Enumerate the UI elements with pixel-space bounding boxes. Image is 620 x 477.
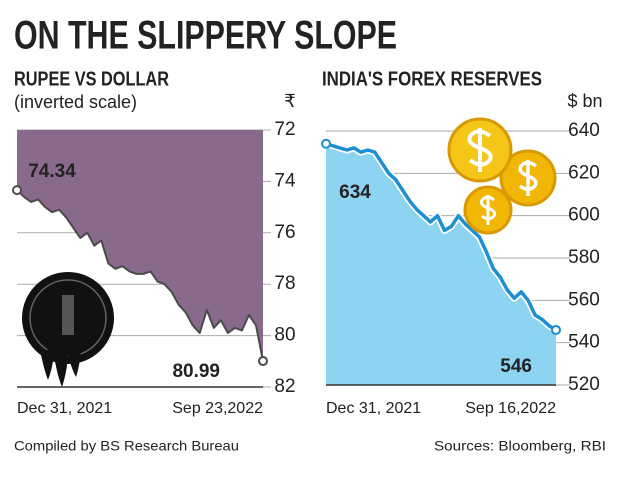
y-tick-label: 78 (274, 273, 295, 294)
coin-rim (29, 279, 107, 357)
y-tick-label: 540 (568, 332, 600, 353)
dollar-glyph (479, 195, 497, 225)
x-tick-label: Sep 16,2022 (465, 400, 556, 417)
y-unit: $ bn (567, 91, 602, 111)
end-point (12, 185, 22, 196)
data-label: 546 (500, 356, 532, 377)
y-tick-label: 520 (568, 374, 600, 395)
end-point (551, 324, 561, 335)
area (17, 130, 263, 361)
y-tick-label: 74 (274, 170, 296, 191)
coin-drip (40, 349, 81, 387)
y-tick-label: 80 (274, 325, 295, 346)
line (325, 142, 557, 332)
area (326, 143, 556, 385)
page-title: ON THE SLIPPERY SLOPE (14, 14, 397, 58)
chart-title: INDIA'S FOREX RESERVES (322, 68, 542, 90)
y-tick-label: 620 (568, 162, 600, 183)
data-label: 74.34 (28, 161, 76, 182)
dollar-glyph (467, 128, 493, 172)
line (16, 189, 264, 362)
y-tick-label: 600 (568, 205, 600, 226)
end-point (258, 356, 268, 367)
x-tick-label: Dec 31, 2021 (17, 400, 112, 417)
credit: Compiled by BS Research Bureau (14, 438, 239, 454)
y-unit: ₹ (284, 91, 295, 111)
y-tick-label: 560 (568, 289, 600, 310)
dollar-coins-icon (447, 117, 557, 235)
data-label: 80.99 (172, 361, 220, 382)
dollar-glyph (518, 160, 538, 196)
rupee-coin-icon (22, 272, 114, 387)
chart-title: RUPEE VS DOLLAR (14, 68, 169, 90)
y-tick-label: 82 (274, 376, 295, 397)
y-tick-label: 72 (274, 119, 295, 140)
source: Sources: Bloomberg, RBI (434, 438, 606, 454)
x-tick-label: Dec 31, 2021 (326, 400, 421, 417)
y-tick-label: 640 (568, 120, 600, 141)
y-tick-label: 580 (568, 247, 600, 268)
x-tick-label: Sep 23,2022 (172, 400, 263, 417)
chart-subtitle: (inverted scale) (14, 92, 137, 112)
data-label: 634 (339, 182, 371, 203)
end-point (321, 138, 331, 149)
coin-emblem (62, 295, 74, 335)
y-tick-label: 76 (274, 222, 295, 243)
